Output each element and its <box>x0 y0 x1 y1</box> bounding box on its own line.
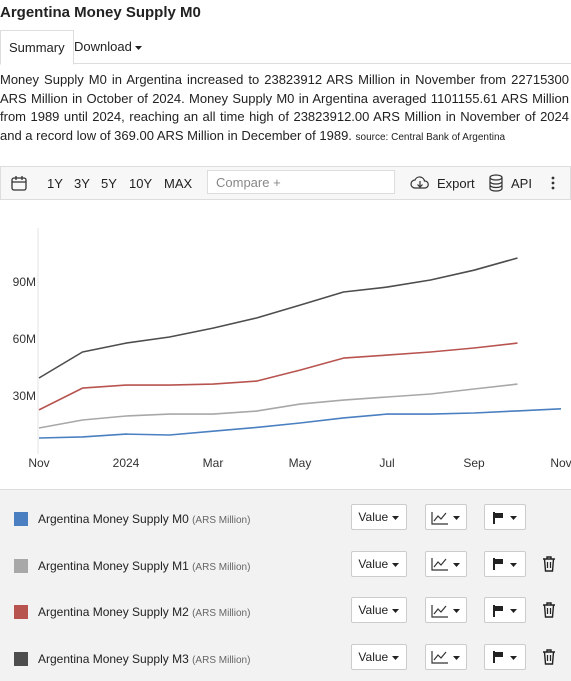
range-1y[interactable]: 1Y <box>47 176 63 191</box>
series-name: Argentina Money Supply M0 <box>38 512 189 526</box>
tab-summary[interactable]: Summary <box>0 30 74 65</box>
tab-download[interactable]: Download <box>66 30 151 63</box>
series-name: Argentina Money Supply M3 <box>38 651 189 666</box>
caret <box>452 562 460 567</box>
description: Money Supply M0 in Argentina increased t… <box>0 71 569 147</box>
caret <box>452 655 460 660</box>
legend: Argentina Money Supply M0 (ARS Million) V… <box>0 489 571 681</box>
flag-icon <box>493 651 504 664</box>
marker-dropdown[interactable] <box>484 550 526 577</box>
legend-name: Argentina Money Supply M1 (ARS Million) <box>38 559 250 573</box>
legend-row: Argentina Money Supply M0 (ARS Million) V… <box>0 493 571 539</box>
page-title: Argentina Money Supply M0 <box>0 4 201 21</box>
calendar-icon[interactable] <box>11 175 27 191</box>
legend-row: Argentina Money Supply M2 (ARS Million) V… <box>0 586 571 632</box>
line-icon <box>431 651 449 664</box>
x-tick-label: Nov <box>550 456 571 470</box>
line-icon <box>431 558 449 571</box>
x-tick-label: Nov <box>28 456 49 470</box>
value-dropdown[interactable]: Value <box>351 643 407 670</box>
x-tick-label: Mar <box>203 456 224 470</box>
caret <box>509 562 517 567</box>
caret <box>509 609 517 613</box>
chart-type-dropdown[interactable] <box>425 597 467 623</box>
flag-icon <box>493 604 504 617</box>
range-10y[interactable]: 10Y <box>129 176 153 191</box>
line-icon <box>431 604 449 618</box>
legend-row: Argentina Money Supply M3 (ARS Million) V… <box>0 633 571 679</box>
value-dropdown[interactable]: Value <box>351 597 407 623</box>
description-text: Money Supply M0 in Argentina increased t… <box>0 72 569 143</box>
y-tick-label: 60M <box>13 332 36 346</box>
marker-dropdown[interactable] <box>484 597 526 623</box>
legend-row: Argentina Money Supply M1 (ARS Million) V… <box>0 540 571 586</box>
tabs: Summary Download <box>0 30 571 65</box>
legend-swatch <box>14 605 28 619</box>
delete-icon[interactable] <box>542 648 556 665</box>
y-tick-label: 30M <box>13 389 36 403</box>
api-icon <box>489 174 503 192</box>
series-line <box>38 257 518 379</box>
series-name: Argentina Money Supply M2 <box>38 605 189 619</box>
x-tick-label: Jul <box>379 456 394 470</box>
marker-dropdown[interactable] <box>484 643 526 670</box>
flag-icon <box>493 558 504 571</box>
series-unit: (ARS Million) <box>192 608 251 619</box>
chart-type-dropdown[interactable] <box>425 643 467 670</box>
export-button[interactable]: Export <box>437 176 475 191</box>
caret <box>509 516 517 520</box>
export-icon <box>410 176 429 189</box>
series-line <box>38 408 562 439</box>
x-tick-label: Sep <box>463 456 485 470</box>
caret <box>391 562 399 567</box>
range-max[interactable]: MAX <box>164 176 193 191</box>
toolbar: 1Y 3Y 5Y 10Y MAX Compare + Export API <box>0 166 571 200</box>
value-label: Value <box>358 649 389 664</box>
tab-label: Download <box>74 39 132 54</box>
marker-dropdown[interactable] <box>484 504 526 530</box>
legend-swatch <box>14 558 28 573</box>
legend-swatch <box>14 651 28 666</box>
legend-name: Argentina Money Supply M3 (ARS Million) <box>38 652 250 666</box>
series-line <box>38 342 518 411</box>
value-dropdown[interactable]: Value <box>351 550 407 577</box>
value-label: Value <box>358 556 389 571</box>
line-icon <box>431 511 449 525</box>
series-unit: (ARS Million) <box>192 654 251 666</box>
legend-swatch <box>14 512 28 526</box>
y-tick-label: 90M <box>13 275 36 289</box>
more-icon[interactable] <box>550 176 556 190</box>
chart: 30M 60M 90M Nov 2024 Mar May Jul Sep Nov <box>13 228 571 470</box>
value-dropdown[interactable]: Value <box>351 504 407 530</box>
caret <box>452 609 460 613</box>
value-label: Value <box>358 603 389 617</box>
x-tick-label: May <box>289 456 312 470</box>
chart-type-dropdown[interactable] <box>425 504 467 530</box>
api-button[interactable]: API <box>511 176 532 191</box>
caret <box>391 609 399 613</box>
delete-icon[interactable] <box>542 555 556 572</box>
legend-name: Argentina Money Supply M0 (ARS Million) <box>38 512 250 526</box>
x-tick-label: 2024 <box>113 456 140 470</box>
flag-icon <box>493 511 504 524</box>
legend-name: Argentina Money Supply M2 (ARS Million) <box>38 605 250 619</box>
caret <box>135 46 143 50</box>
chart-type-dropdown[interactable] <box>425 550 467 577</box>
caret <box>452 516 460 520</box>
source: source: Central Bank of Argentina <box>355 131 506 143</box>
caret <box>509 655 517 660</box>
range-3y[interactable]: 3Y <box>74 176 90 191</box>
series-unit: (ARS Million) <box>192 515 251 526</box>
series-line <box>38 383 518 429</box>
caret <box>391 655 399 660</box>
delete-icon[interactable] <box>542 602 556 618</box>
series-unit: (ARS Million) <box>192 561 251 573</box>
compare-input[interactable]: Compare + <box>207 170 395 194</box>
caret <box>391 516 399 520</box>
series-name: Argentina Money Supply M1 <box>38 558 189 573</box>
range-5y[interactable]: 5Y <box>101 176 117 191</box>
value-label: Value <box>358 510 389 524</box>
